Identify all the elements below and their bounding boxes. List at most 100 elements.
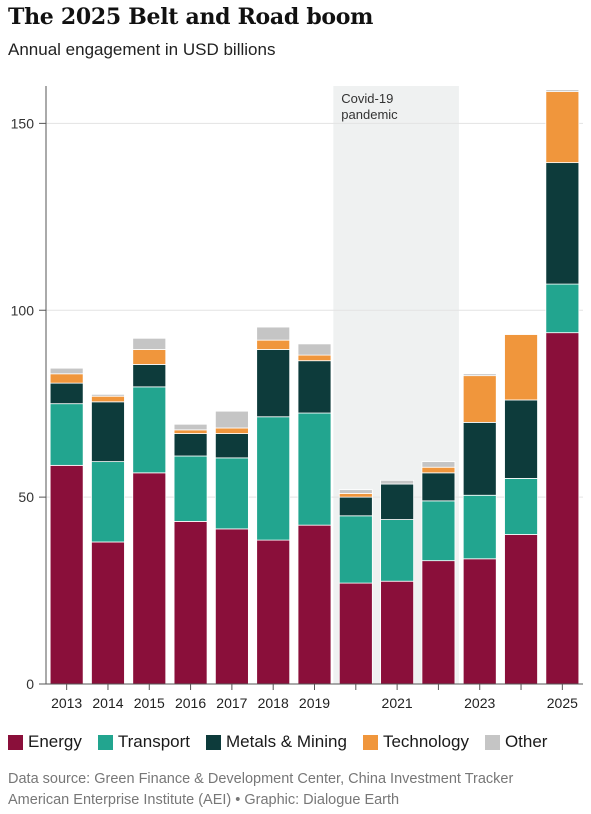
bar-2020-technology [338,492,373,498]
bar-2014-energy [91,541,125,685]
bar-2014-metals-and-mining [91,401,125,463]
bar-2017-technology [214,427,249,434]
bar-2022-energy [421,560,456,685]
x-tick-label-2017: 2017 [216,695,247,711]
bar-2014-technology [91,395,125,403]
covid-annotation-line-1: Covid-19 [341,91,393,106]
bar-2021-energy [380,580,415,685]
legend-item-energy: Energy [8,732,82,752]
bar-2022-metals-and-mining [421,472,456,502]
bar-2013-other [49,367,84,375]
bar-2015-transport [132,386,167,474]
legend-swatch-energy [8,734,23,750]
legend-label-metals-mining: Metals & Mining [226,732,347,751]
legend-label-energy: Energy [28,732,82,751]
legend-swatch-transport [97,734,113,750]
bar-2025-metals-and-mining [545,162,580,285]
bar-2018-metals-and-mining [256,349,291,418]
legend-label-other: Other [504,732,548,751]
bar-2016-transport [173,455,208,522]
bar-2024-technology [504,334,538,401]
bar-2015-energy [132,472,167,685]
bar-2021-other [380,479,415,485]
y-tick-label-0: 0 [26,676,34,692]
bar-2015-other [132,337,167,350]
data-source-note: Data source: Green Finance & Development… [8,769,513,811]
x-tick-label-2025: 2025 [547,695,578,711]
bar-2019-other [297,343,332,356]
bar-2024-metals-and-mining [504,399,538,479]
bar-2017-energy [214,528,249,685]
y-tick-label-150: 150 [11,115,35,131]
bar-2018-energy [256,539,291,685]
bar-2014-transport [91,461,125,543]
bar-2019-technology [297,354,332,362]
bar-2022-other [421,461,456,468]
bar-2023-technology [462,375,497,423]
bar-2013-energy [49,464,84,685]
legend-swatch-technology [362,734,378,750]
bar-2021-transport [380,519,415,582]
bar-2025-transport [545,283,580,334]
legend-label-transport: Transport [117,732,190,751]
chart-title: The 2025 Belt and Road boom [8,4,374,30]
bar-2013-metals-and-mining [49,382,84,405]
bar-2017-other [214,410,249,429]
covid-annotation-line-2: pandemic [341,107,398,122]
source-line-2: American Enterprise Institute (AEI) • Gr… [8,792,400,808]
bar-2013-transport [49,403,84,466]
bar-2016-energy [173,521,208,685]
x-tick-label-2016: 2016 [175,695,206,711]
x-tick-label-2014: 2014 [92,695,123,711]
bar-2023-metals-and-mining [462,421,497,496]
bar-2019-metals-and-mining [297,360,332,414]
x-tick-label-2023: 2023 [464,695,495,711]
bar-2025-energy [545,332,580,685]
bar-2018-technology [256,339,291,350]
bar-2024-energy [504,534,538,685]
bar-2020-energy [338,582,373,685]
y-tick-label-100: 100 [11,302,35,318]
bar-2025-technology [545,91,580,164]
legend-swatch-metals-mining [206,734,221,750]
x-tick-label-2013: 2013 [51,695,82,711]
x-tick-label-2019: 2019 [299,695,330,711]
bar-2023-transport [462,494,497,560]
bar-2022-technology [421,466,456,474]
legend-swatch-other [484,734,500,750]
legend-label-technology: Technology [382,732,469,751]
y-tick-label-50: 50 [18,489,34,505]
bar-2016-technology [173,429,208,434]
bar-2023-energy [462,558,497,685]
bar-2016-metals-and-mining [173,433,208,457]
source-line-1: Data source: Green Finance & Development… [8,771,514,787]
x-tick-label-2018: 2018 [258,695,289,711]
bar-2024-transport [504,478,538,535]
legend-item-technology: Technology [362,732,469,752]
bar-2023-other [462,373,497,377]
bar-2019-energy [297,524,332,685]
legend-item-metals-mining: Metals & Mining [206,732,347,752]
bar-2019-transport [297,412,332,526]
chart-legend: Energy Transport Metals & Mining Technol… [8,732,563,752]
bar-2020-transport [338,515,373,584]
bar-2021-metals-and-mining [380,483,415,520]
legend-item-other: Other [484,732,548,752]
bar-2020-metals-and-mining [338,496,373,517]
bar-2013-technology [49,373,84,384]
bar-2015-metals-and-mining [132,364,167,388]
bar-2018-transport [256,416,291,541]
bar-2017-transport [214,457,249,530]
bar-2017-metals-and-mining [214,433,249,459]
bar-2018-other [256,326,291,341]
bar-2025-other [545,89,580,93]
x-tick-label-2015: 2015 [134,695,165,711]
bar-2022-transport [421,500,456,562]
bar-2014-other [91,393,125,397]
bar-2020-other [338,489,373,494]
legend-item-transport: Transport [97,732,190,752]
bar-2016-other [173,423,208,431]
bar-2015-technology [132,349,167,365]
chart-subtitle: Annual engagement in USD billions [8,40,276,59]
